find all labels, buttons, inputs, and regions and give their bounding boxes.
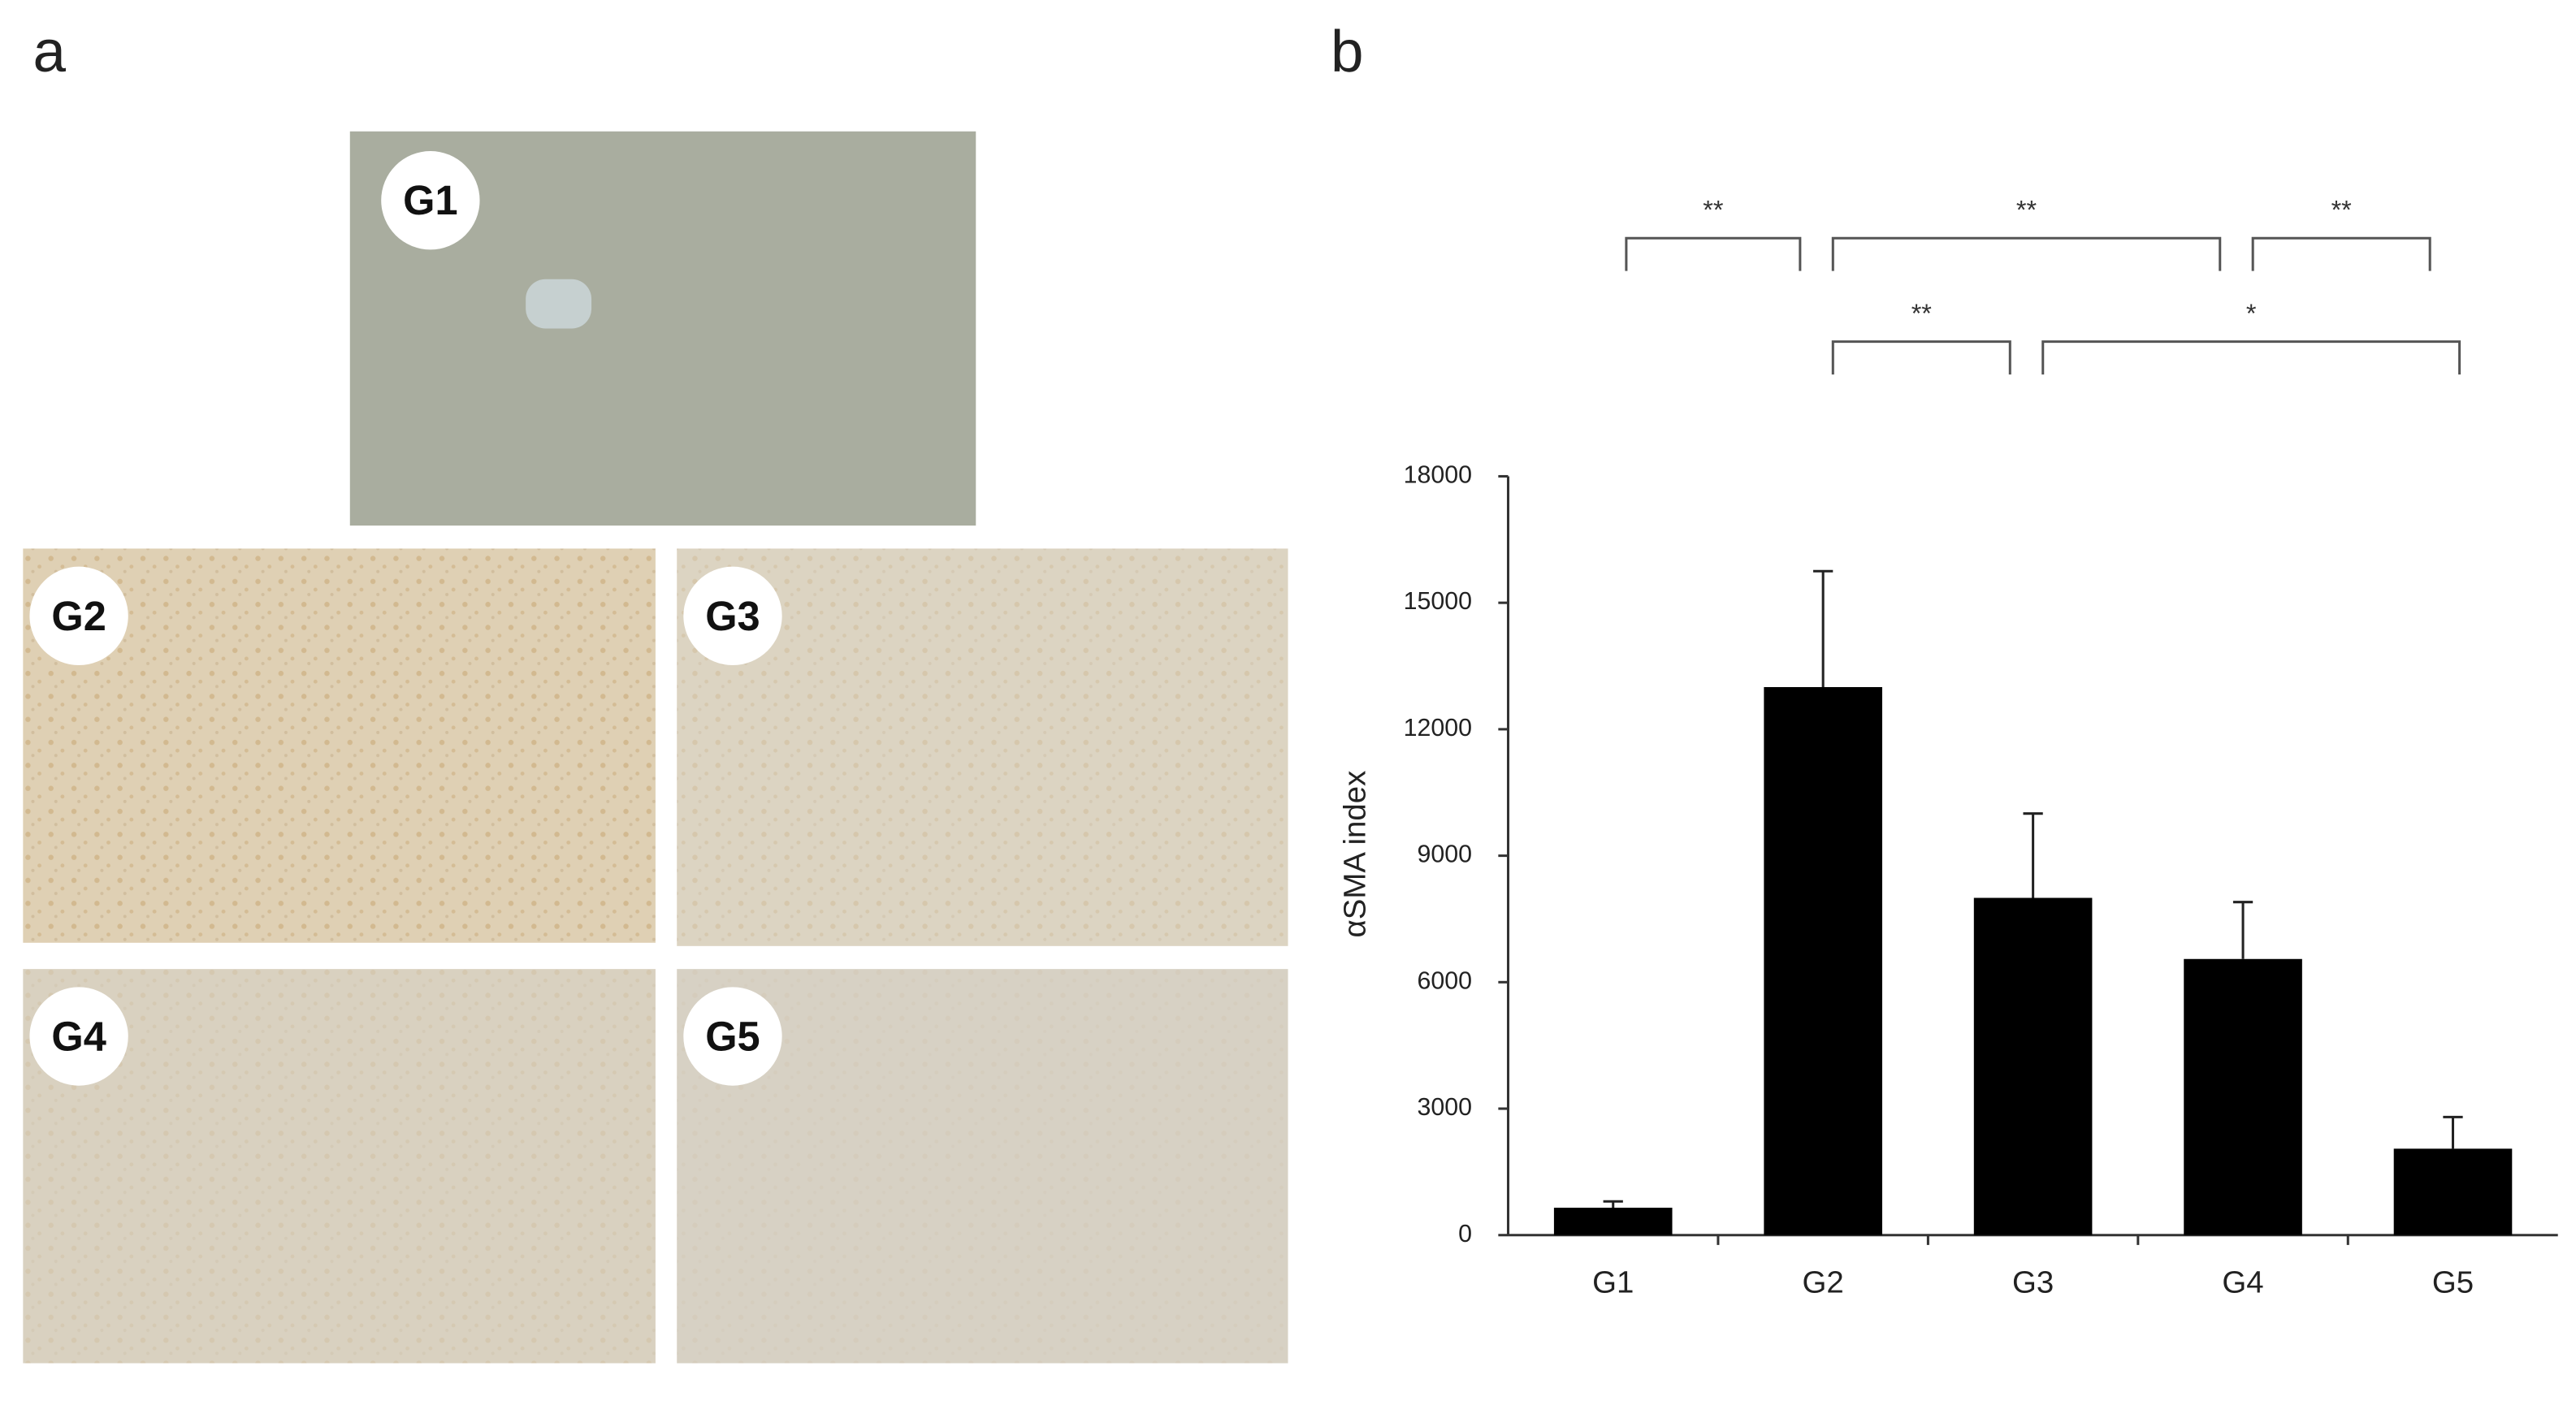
significance-label: ** (2016, 195, 2037, 224)
significance-label: ** (1703, 195, 1724, 224)
bar (2393, 1148, 2513, 1235)
panel-label: a (32, 19, 66, 84)
significance-bracket (2041, 340, 2461, 375)
y-tick-label: 3000 (1418, 1094, 1472, 1121)
bar (1973, 897, 2093, 1235)
error-bar (1813, 569, 1834, 687)
image-label: G1 (403, 177, 457, 223)
significance-label: ** (2331, 195, 2353, 224)
label-badge (29, 987, 128, 1086)
panel-label: b (1331, 19, 1364, 84)
bar (2184, 958, 2302, 1235)
x-tick-label: G4 (2222, 1265, 2263, 1300)
label-badge (683, 566, 782, 666)
y-tick-label: 9000 (1418, 841, 1472, 868)
micrographs: G1 G2 G3 G4 G5 (23, 131, 1288, 1364)
bar (1553, 1208, 1673, 1235)
image-label: G3 (705, 593, 760, 639)
error-bar (2232, 901, 2253, 959)
label-badge (29, 566, 128, 666)
bar (1764, 686, 1882, 1235)
stain (23, 969, 656, 1364)
significance-bracket (2251, 236, 2431, 271)
label-badge (683, 987, 782, 1086)
label-badge (381, 151, 480, 250)
x-tick-label: G5 (2432, 1265, 2474, 1300)
significance-label: ** (1911, 299, 1933, 328)
error-bar (2023, 812, 2043, 898)
y-axis-label: αSMA index (1338, 771, 1373, 938)
y-tick-label: 15000 (1404, 588, 1472, 615)
significance-bracket (1831, 236, 2222, 271)
error-bar (1603, 1200, 1623, 1209)
x-tick-label: G2 (1803, 1265, 1844, 1300)
significance-bracket (1831, 340, 2011, 375)
image-label: G5 (705, 1013, 760, 1059)
artifact (526, 279, 592, 329)
image-label: G2 (51, 593, 106, 639)
image-label: G4 (51, 1013, 106, 1059)
stain (23, 548, 656, 943)
x-tick-label: G1 (1592, 1265, 1634, 1300)
x-tick-label: G3 (2012, 1265, 2054, 1300)
significance-label: * (2246, 299, 2257, 328)
y-tick-label: 18000 (1404, 461, 1472, 488)
y-tick-label: 0 (1458, 1221, 1472, 1247)
significance-bracket (1625, 236, 1802, 271)
error-bar (2443, 1115, 2463, 1149)
y-tick-label: 6000 (1418, 967, 1472, 994)
y-tick-label: 12000 (1404, 715, 1472, 742)
